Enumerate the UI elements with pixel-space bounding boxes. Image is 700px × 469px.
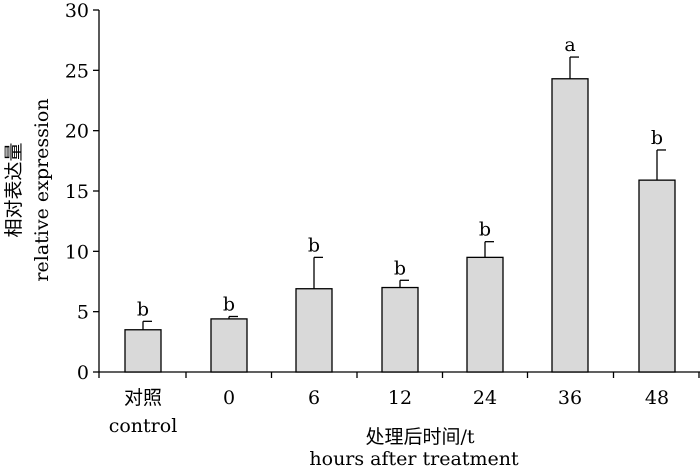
bar — [124, 329, 162, 373]
x-tick-label: 48 — [645, 387, 669, 409]
x-axis-title-en: hours after treatment — [309, 448, 519, 469]
y-axis-title: 相对表达量 — [3, 142, 25, 237]
significance-label: b — [308, 234, 320, 256]
error-bars — [142, 56, 666, 330]
tick-labels: 0 5 10 15 20 25 30 对照 control 0 6 12 24 36 48 — [65, 0, 669, 437]
bar — [381, 286, 419, 373]
y-tick-label: 5 — [77, 302, 89, 324]
x-tick-label: 对照 — [124, 387, 162, 409]
x-tick-label: 6 — [308, 387, 320, 409]
bar — [466, 256, 504, 373]
x-tick-label: 24 — [473, 387, 497, 409]
y-axis — [93, 9, 100, 373]
significance-label: b — [651, 127, 663, 149]
y-tick-label: 20 — [65, 121, 89, 143]
y-tick-label: 15 — [65, 181, 89, 203]
bars — [124, 78, 676, 373]
y-tick-label: 30 — [65, 0, 89, 22]
bar — [638, 179, 676, 373]
y-tick-label: 10 — [65, 241, 89, 263]
x-axis — [98, 371, 700, 378]
significance-labels: b b b b b a b — [137, 34, 663, 320]
bar — [551, 78, 589, 373]
x-tick-label: 36 — [558, 387, 582, 409]
significance-label: b — [479, 219, 491, 241]
y-tick-label: 0 — [77, 362, 89, 384]
bar — [210, 318, 248, 373]
x-tick-label: 0 — [223, 387, 235, 409]
x-tick-label-en: control — [109, 415, 178, 437]
significance-label: b — [223, 293, 235, 315]
y-tick-label: 25 — [65, 60, 89, 82]
significance-label: b — [394, 257, 406, 279]
x-axis-title: 处理后时间/t — [365, 426, 474, 448]
significance-label: a — [564, 34, 575, 56]
y-axis-title-en: relative expression — [31, 98, 53, 281]
significance-label: b — [137, 298, 149, 320]
bar — [295, 288, 333, 373]
x-tick-label: 12 — [388, 387, 412, 409]
